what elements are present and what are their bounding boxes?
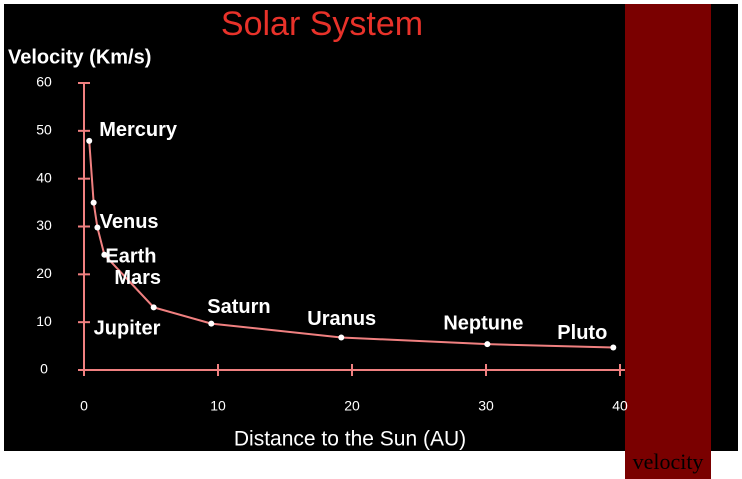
y-tick-label: 60 xyxy=(36,74,52,90)
chart-background xyxy=(4,4,738,451)
x-tick-label: 20 xyxy=(344,398,360,414)
planet-point xyxy=(338,334,345,341)
x-axis-label: Distance to the Sun (AU) xyxy=(234,428,466,451)
x-tick-label: 40 xyxy=(612,398,628,414)
planet-label: Mercury xyxy=(99,119,178,141)
sidebar xyxy=(625,4,711,479)
planet-point xyxy=(86,137,93,144)
x-tick-label: 0 xyxy=(80,398,88,414)
x-tick-label: 30 xyxy=(478,398,494,414)
sidebar-text: velocity xyxy=(633,449,704,474)
planet-point xyxy=(150,304,157,311)
planet-point xyxy=(484,341,491,348)
planet-point xyxy=(610,344,617,351)
y-tick-label: 50 xyxy=(36,122,52,138)
x-tick-label: 10 xyxy=(210,398,226,414)
y-axis-label: Velocity (Km/s) xyxy=(8,46,151,68)
planet-label: Neptune xyxy=(443,312,523,334)
y-tick-label: 20 xyxy=(36,265,52,281)
planet-point xyxy=(208,320,215,327)
chart-title: Solar System xyxy=(221,5,423,43)
planet-label: Uranus xyxy=(307,308,376,330)
y-tick-label: 0 xyxy=(40,361,48,377)
planet-label: Saturn xyxy=(207,296,270,318)
planet-label: Pluto xyxy=(557,322,607,344)
planet-label: Earth xyxy=(105,246,156,268)
planet-label: Mars xyxy=(114,267,161,289)
planet-label: Jupiter xyxy=(94,318,161,340)
planet-point xyxy=(90,199,97,206)
y-tick-label: 10 xyxy=(36,313,52,329)
y-tick-label: 30 xyxy=(36,217,52,233)
planet-label: Venus xyxy=(100,211,159,233)
planet-point xyxy=(101,251,108,258)
planet-point xyxy=(94,224,101,231)
y-tick-label: 40 xyxy=(36,169,52,185)
